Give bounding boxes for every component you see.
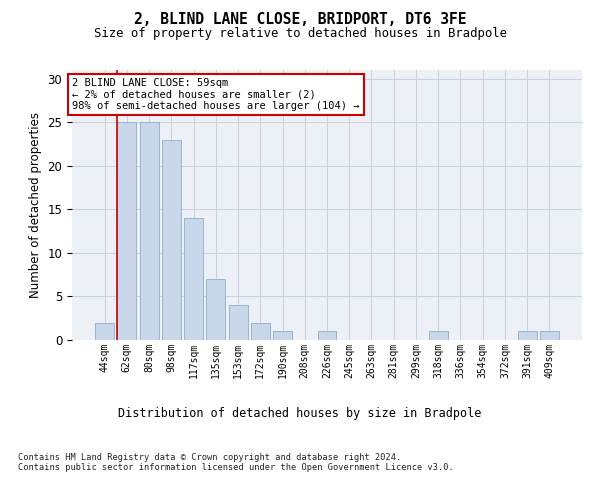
- Bar: [184, 218, 203, 340]
- Bar: [429, 332, 448, 340]
- Text: Size of property relative to detached houses in Bradpole: Size of property relative to detached ho…: [94, 28, 506, 40]
- Y-axis label: Number of detached properties: Number of detached properties: [29, 112, 42, 298]
- Bar: [518, 332, 536, 340]
- Text: 2 BLIND LANE CLOSE: 59sqm
← 2% of detached houses are smaller (2)
98% of semi-de: 2 BLIND LANE CLOSE: 59sqm ← 2% of detach…: [72, 78, 359, 112]
- Bar: [273, 332, 292, 340]
- Bar: [118, 122, 136, 340]
- Text: Distribution of detached houses by size in Bradpole: Distribution of detached houses by size …: [118, 408, 482, 420]
- Bar: [317, 332, 337, 340]
- Bar: [251, 322, 270, 340]
- Text: Contains HM Land Registry data © Crown copyright and database right 2024.
Contai: Contains HM Land Registry data © Crown c…: [18, 452, 454, 472]
- Bar: [540, 332, 559, 340]
- Text: 2, BLIND LANE CLOSE, BRIDPORT, DT6 3FE: 2, BLIND LANE CLOSE, BRIDPORT, DT6 3FE: [134, 12, 466, 28]
- Bar: [140, 122, 158, 340]
- Bar: [229, 305, 248, 340]
- Bar: [206, 279, 225, 340]
- Bar: [95, 322, 114, 340]
- Bar: [162, 140, 181, 340]
